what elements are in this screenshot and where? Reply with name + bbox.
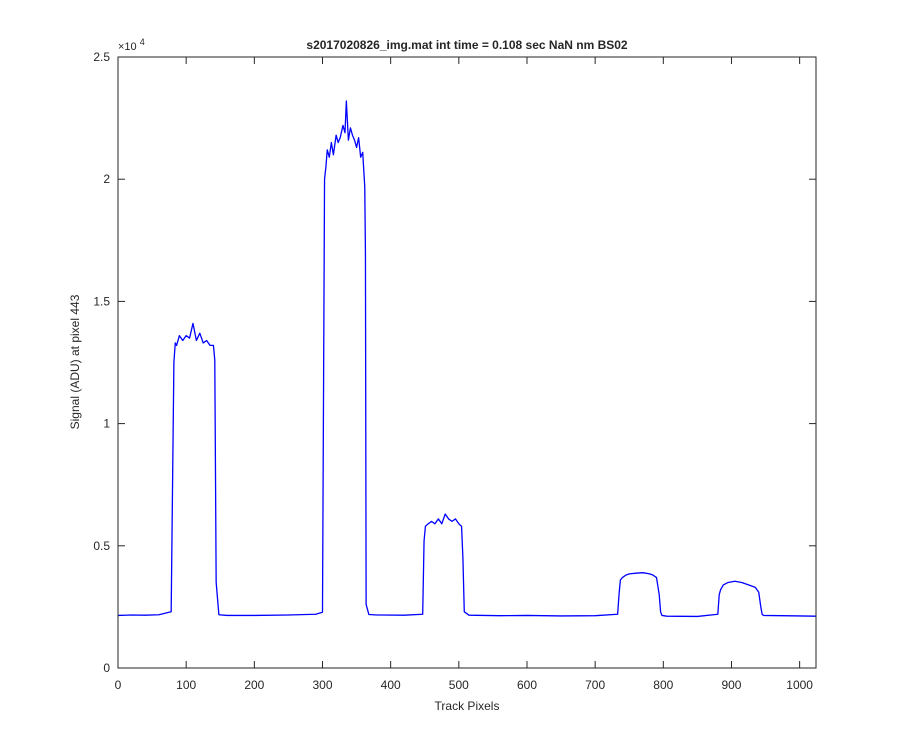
x-tick-label: 700 — [585, 678, 605, 692]
y-exponent-power: 4 — [140, 37, 145, 47]
x-tick-label: 500 — [449, 678, 469, 692]
x-tick-label: 1000 — [786, 678, 813, 692]
y-tick-label: 1 — [103, 417, 110, 431]
x-tick-label: 100 — [176, 678, 196, 692]
y-tick-label: 0.5 — [93, 539, 110, 553]
x-tick-label: 900 — [721, 678, 741, 692]
x-axis: 0 100 200 300 400 500 600 700 800 900 1000 — [115, 57, 813, 692]
chart-title: s2017020826_img.mat int time = 0.108 sec… — [306, 38, 628, 52]
x-tick-label: 800 — [653, 678, 673, 692]
x-tick-label: 400 — [381, 678, 401, 692]
plot-area — [118, 57, 816, 668]
y-tick-label: 1.5 — [93, 294, 110, 308]
y-tick-label: 2 — [103, 172, 110, 186]
x-tick-label: 300 — [312, 678, 332, 692]
y-exponent-label: ×10 4 — [118, 37, 145, 53]
y-exponent-base: ×10 — [118, 41, 137, 53]
x-tick-label: 0 — [115, 678, 122, 692]
x-tick-label: 600 — [517, 678, 537, 692]
axes-box — [117, 56, 817, 669]
x-tick-label: 200 — [244, 678, 264, 692]
x-axis-label: Track Pixels — [435, 699, 500, 713]
y-tick-label: 2.5 — [93, 50, 110, 64]
y-axis: 0 0.5 1 1.5 2 2.5 — [93, 50, 816, 675]
y-tick-label: 0 — [103, 661, 110, 675]
series-layer — [117, 100, 817, 618]
series-line-0 — [117, 100, 817, 618]
y-axis-label: Signal (ADU) at pixel 443 — [68, 294, 82, 429]
